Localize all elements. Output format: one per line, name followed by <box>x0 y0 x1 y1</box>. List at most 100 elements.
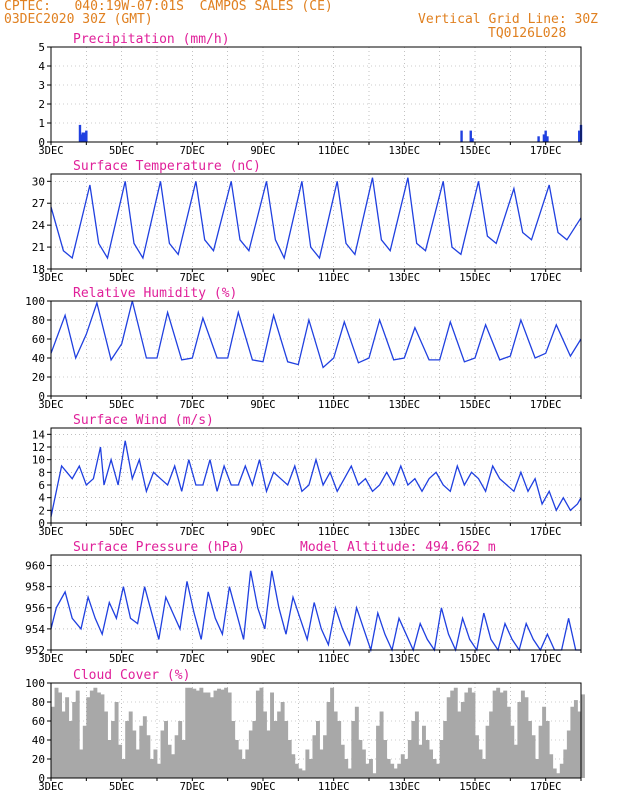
cloud-cover-bar <box>139 725 144 778</box>
y-tick-label: 100 <box>25 295 45 308</box>
cloud-cover-bar <box>337 721 342 778</box>
cloud-cover-bar <box>559 763 564 778</box>
x-tick-label: 3DEC <box>38 145 63 157</box>
cloud-cover-bar <box>379 711 384 778</box>
chart-panel-2: 18 21 24 27 30 3DEC 5DEC 7DEC 9DEC 11DEC 13DEC 15DE… <box>32 159 582 284</box>
y-tick-label: 100 <box>25 677 45 690</box>
x-tick-label: 7DEC <box>180 272 205 284</box>
precip-bar <box>542 134 546 142</box>
cloud-cover-bar <box>344 759 349 778</box>
x-tick-label: 9DEC <box>250 653 275 665</box>
x-tick-label: 5DEC <box>109 145 134 157</box>
series-line <box>50 300 582 369</box>
cloud-cover-bar <box>573 700 578 778</box>
plot-frame <box>50 300 582 397</box>
y-tick-label: 4 <box>38 60 45 73</box>
x-tick-label: 17DEC <box>530 399 562 411</box>
cloud-cover-bar <box>482 759 486 778</box>
cloud-cover-bar <box>72 702 77 778</box>
cloud-cover-bar <box>284 721 289 778</box>
y-tick-label: 0 <box>38 136 45 149</box>
cloud-cover-bar <box>241 759 246 778</box>
cloud-cover-bar <box>263 711 267 778</box>
x-tick-label: 9DEC <box>250 145 275 157</box>
cloud-cover-bar <box>464 692 469 778</box>
precip-bar <box>81 132 84 142</box>
x-tick-label: 11DEC <box>318 781 350 793</box>
precip-bar <box>80 134 83 142</box>
x-tick-label: 3DEC <box>38 526 63 538</box>
x-tick-label: 15DEC <box>459 526 491 538</box>
cloud-cover-bar <box>549 754 554 778</box>
y-tick-label: 8 <box>38 466 45 479</box>
panel-subtitle: Model Altitude: 494.662 m <box>300 540 496 555</box>
cloud-cover-bar <box>188 687 193 778</box>
cloud-cover-bar <box>365 763 370 778</box>
chart-panel-5: 952 954 956 958 960 3DEC 5DEC 7DEC 9DEC 11DEC 13DE… <box>25 540 582 665</box>
y-tick-label: 960 <box>25 560 45 573</box>
cloud-cover-bar <box>153 749 158 778</box>
x-tick-label: 9DEC <box>250 399 275 411</box>
y-tick-label: 60 <box>32 715 45 728</box>
x-tick-label: 7DEC <box>180 399 205 411</box>
cloud-cover-bar <box>485 725 490 778</box>
cloud-cover-bar <box>383 740 388 778</box>
cloud-cover-bar <box>351 721 356 778</box>
x-tick-label: 5DEC <box>109 272 134 284</box>
cloud-cover-bar <box>340 744 345 778</box>
precip-bar <box>78 124 82 142</box>
y-tick-label: 0 <box>38 517 45 530</box>
cloud-cover-bar <box>538 725 543 778</box>
x-tick-label: 11DEC <box>318 653 350 665</box>
x-tick-label: 9DEC <box>250 526 275 538</box>
cloud-cover-bar <box>510 725 515 778</box>
cloud-cover-bar <box>294 763 299 778</box>
panel-title: Relative Humidity (%) <box>73 286 237 301</box>
y-tick-label: 6 <box>38 479 45 492</box>
x-tick-label: 5DEC <box>109 526 134 538</box>
x-tick-label: 11DEC <box>318 272 350 284</box>
cloud-cover-bar <box>400 754 405 778</box>
cloud-cover-bar <box>185 687 190 778</box>
cloud-cover-bar <box>333 711 338 778</box>
precip-bar <box>578 130 581 142</box>
x-tick-label: 3DEC <box>38 399 63 411</box>
cloud-cover-bar <box>291 754 296 778</box>
cloud-cover-bar <box>238 749 243 778</box>
cloud-cover-bar <box>164 721 168 778</box>
cloud-cover-bar <box>393 768 398 778</box>
plot-frame <box>50 427 582 524</box>
cloud-cover-bar <box>174 735 179 778</box>
y-tick-label: 1 <box>38 117 45 130</box>
x-tick-label: 7DEC <box>180 145 205 157</box>
x-tick-label: 17DEC <box>530 526 562 538</box>
cloud-cover-bar <box>312 735 317 778</box>
precip-bar <box>471 138 474 142</box>
precip-bar <box>460 130 463 142</box>
y-tick-label: 18 <box>32 263 45 276</box>
header-datetime: 03DEC2020 30Z (GMT) <box>4 12 153 27</box>
cloud-cover-bar <box>217 688 221 778</box>
panel-title: Surface Pressure (hPa) <box>73 540 245 555</box>
cloud-cover-bar <box>432 759 437 778</box>
cloud-cover-bar <box>125 721 130 778</box>
cloud-cover-bar <box>224 687 229 778</box>
cloud-cover-bar <box>411 721 416 778</box>
cloud-cover-bar <box>259 687 264 778</box>
header-grid-note: Vertical Grid Line: 30Z <box>418 12 599 27</box>
x-tick-label: 13DEC <box>389 145 421 157</box>
y-tick-label: 14 <box>32 428 46 441</box>
cloud-cover-bar <box>531 735 536 778</box>
cloud-cover-bar <box>146 735 151 778</box>
series-line <box>50 570 581 653</box>
cloud-cover-bar <box>234 740 239 778</box>
cloud-cover-bar <box>89 690 94 778</box>
x-tick-label: 17DEC <box>530 272 562 284</box>
cloud-cover-bar <box>195 690 200 778</box>
cloud-cover-bar <box>358 740 363 778</box>
cloud-cover-bar <box>376 725 380 778</box>
cloud-cover-bar <box>552 768 557 778</box>
precip-bar <box>537 136 540 142</box>
cloud-cover-bar <box>149 759 154 778</box>
